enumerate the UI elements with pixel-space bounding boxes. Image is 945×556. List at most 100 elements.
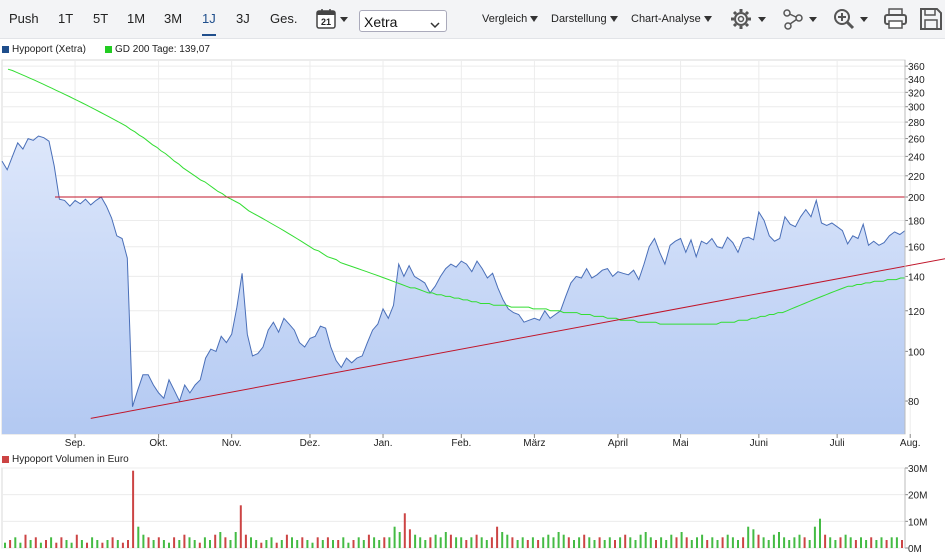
volume-bar [137, 526, 140, 548]
volume-bar [614, 540, 616, 548]
volume-legend-label: Hypoport Volumen in Euro [12, 454, 129, 465]
volume-bar [675, 537, 678, 548]
calendar-icon[interactable]: 21 [316, 8, 350, 35]
volume-bar [168, 542, 170, 548]
volume-bar [485, 540, 488, 548]
volume-bar [490, 537, 493, 548]
month-tick-label: Sep. [65, 438, 86, 449]
caret-down-icon [703, 16, 712, 23]
volume-bar [690, 540, 693, 548]
overlays [7, 68, 945, 419]
volume-bar [573, 540, 575, 548]
volume-bar [352, 540, 355, 548]
volume-bars [4, 470, 903, 548]
price-tick-label: 340 [908, 75, 925, 86]
price-area [1, 135, 906, 434]
volume-bar [65, 540, 68, 548]
volume-bar [870, 537, 873, 548]
save-icon[interactable] [920, 8, 942, 35]
range-3m-button[interactable]: 3M [164, 11, 183, 26]
volume-bar [378, 540, 381, 548]
range-3j-button[interactable]: 3J [236, 11, 250, 26]
compare-menu[interactable]: Vergleich [482, 0, 539, 38]
calendar-day-text: 21 [321, 17, 331, 27]
volume-bar [742, 537, 745, 548]
chart-toolbar: Push 1T 5T 1M 3M 1J 3J Ges. 21 Xetra Ver… [0, 0, 945, 39]
volume-tick-label: 20M [908, 491, 927, 502]
volume-bar [178, 540, 181, 548]
volume-bar [731, 537, 734, 548]
range-1j-button[interactable]: 1J [202, 0, 216, 38]
volume-bar [470, 537, 473, 548]
volume-bar [342, 537, 345, 548]
price-tick-label: 80 [908, 397, 920, 408]
volume-bar [639, 534, 642, 548]
volume-bar [388, 537, 391, 548]
volume-bar [4, 542, 6, 548]
settings-icon[interactable] [730, 8, 770, 35]
volume-bar [260, 542, 263, 548]
volume-bar [798, 534, 801, 548]
month-tick-label: Juli [830, 438, 845, 449]
volume-bar [157, 537, 160, 548]
volume-bar [737, 540, 739, 548]
range-1t-button[interactable]: 1T [58, 11, 74, 26]
volume-bar [398, 532, 401, 548]
volume-grid [1, 467, 906, 549]
range-5t-button[interactable]: 5T [93, 11, 109, 26]
volume-bar [280, 540, 283, 548]
zoom-in-icon[interactable] [833, 8, 873, 35]
volume-bar [101, 542, 104, 548]
month-tick-label: Dez. [300, 438, 321, 449]
volume-bar [762, 537, 765, 548]
volume-bar [849, 537, 852, 548]
volume-bar [449, 534, 452, 548]
volume-bar [880, 537, 883, 548]
trendline [90, 258, 945, 419]
month-tick-label: Aug. [900, 438, 921, 449]
caret-down-icon [530, 16, 539, 23]
volume-legend: Hypoport Volumen in Euro [2, 454, 129, 465]
share-network-icon[interactable] [782, 8, 822, 35]
sma-legend-swatch [105, 45, 112, 53]
month-tick-label: Okt. [149, 438, 167, 449]
volume-bar [665, 540, 668, 548]
volume-bar [455, 537, 458, 548]
volume-bar [839, 537, 842, 548]
chart-analysis-menu[interactable]: Chart-Analyse [631, 0, 712, 38]
price-tick-label: 100 [908, 347, 925, 358]
volume-bar [296, 540, 299, 548]
exchange-select[interactable]: Xetra [359, 10, 447, 32]
volume-bar [701, 534, 704, 548]
volume-bar [644, 532, 647, 548]
sma-200-line [7, 68, 905, 325]
volume-bar [670, 534, 673, 548]
volume-bar [854, 540, 857, 548]
volume-bar [183, 534, 186, 548]
display-menu[interactable]: Darstellung [551, 0, 618, 38]
volume-bar [265, 540, 268, 548]
volume-bar [234, 532, 237, 548]
volume-bar [393, 526, 396, 548]
volume-bar [414, 534, 417, 548]
volume-bar [142, 534, 145, 548]
price-tick-label: 160 [908, 243, 925, 254]
print-icon[interactable] [884, 8, 908, 35]
range-1m-button[interactable]: 1M [127, 11, 146, 26]
volume-bar [624, 534, 627, 548]
volume-bar [383, 537, 386, 548]
volume-bar [357, 537, 360, 548]
volume-bar [291, 537, 293, 548]
range-ges-button[interactable]: Ges. [270, 11, 298, 26]
volume-bar [439, 537, 442, 548]
volume-bar [649, 537, 652, 548]
volume-bar [844, 534, 847, 548]
range-push-button[interactable]: Push [9, 11, 39, 26]
volume-bar [813, 526, 816, 548]
volume-bar [465, 540, 468, 548]
volume-bar [60, 537, 63, 548]
price-tick-label: 140 [908, 272, 925, 283]
volume-bar [209, 540, 211, 548]
volume-bar [121, 542, 124, 548]
